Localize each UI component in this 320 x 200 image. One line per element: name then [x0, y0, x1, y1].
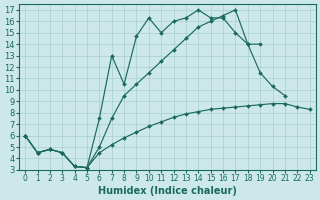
X-axis label: Humidex (Indice chaleur): Humidex (Indice chaleur) [98, 186, 237, 196]
